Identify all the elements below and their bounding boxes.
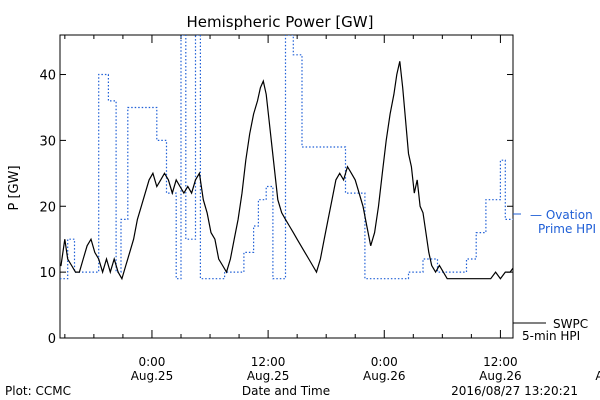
ovation-prime-hpi-line [60,35,513,280]
y-tick-label: 30 [39,134,56,149]
x-tick-label-date: Aug.27 [595,369,600,383]
plot-frame [59,34,514,339]
x-axis-label: Date and Time [242,384,330,398]
footer-right: 2016/08/27 13:20:21 [451,384,578,398]
x-tick-label-time: 12:00 [483,355,518,369]
y-tick-label: 10 [39,266,56,281]
x-tick-label-time: 0:00 [138,355,165,369]
swpc-legend-line-1: SWPC [553,317,588,331]
x-tick-label-time: 12:00 [251,355,286,369]
y-axis-label: P [GW] [7,165,22,210]
swpc-hpi-line [60,61,513,281]
swpc-legend-line-2: 5-min HPI [522,329,580,343]
x-tick-label-date: Aug.26 [479,369,522,383]
footer-left: Plot: CCMC [5,384,71,398]
x-tick-label-date: Aug.25 [247,369,290,383]
ovation-legend-line-1: — Ovation [530,208,593,222]
y-tick-label: 0 [48,332,56,347]
x-tick-label-date: Aug.26 [363,369,406,383]
x-axis-ticks: 0:00Aug.2512:00Aug.250:00Aug.2612:00Aug.… [64,35,600,383]
chart-title: Hemispheric Power [GW] [187,13,374,31]
legend-ovation: — Ovation Prime HPI [513,208,596,236]
ovation-legend-line-2: Prime HPI [538,222,596,236]
y-axis-ticks: 0 10 20 30 40 [39,69,513,347]
y-tick-label: 40 [39,69,56,84]
y-tick-label: 20 [39,200,56,215]
legend-swpc: SWPC 5-min HPI [513,317,588,343]
x-tick-label-date: Aug.25 [131,369,174,383]
x-tick-label-time: 0:00 [371,355,398,369]
